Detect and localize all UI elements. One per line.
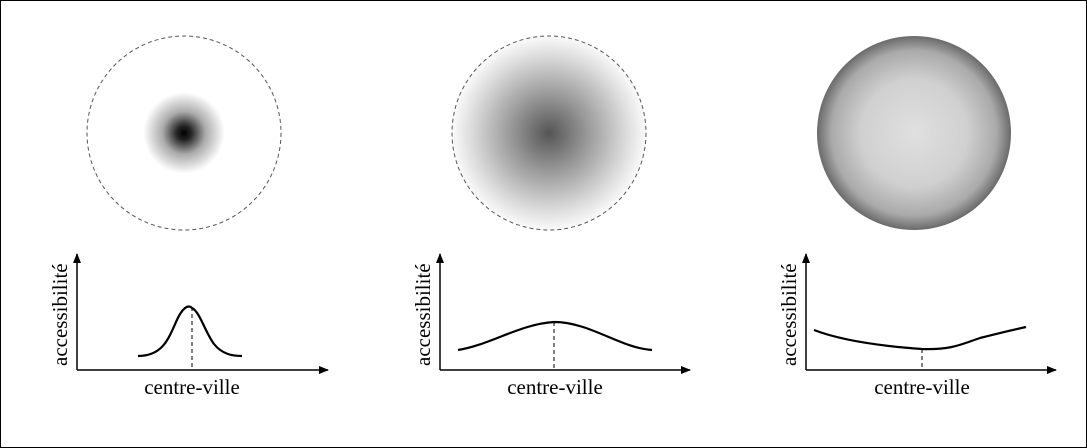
accessibility-curve-2 [457, 320, 653, 352]
profile-chart-2: accessibilité centre-ville [411, 253, 691, 399]
density-circle-3 [817, 36, 1011, 230]
y-axis-label-2: accessibilité [411, 263, 435, 366]
panel-3: accessibilité centre-ville [777, 36, 1057, 399]
profile-chart-1: accessibilité centre-ville [48, 253, 329, 399]
density-circle-2 [451, 35, 647, 231]
x-axis-label-2: centre-ville [507, 375, 603, 399]
accessibility-curve-1 [137, 305, 243, 358]
profile-chart-3: accessibilité centre-ville [777, 253, 1057, 399]
x-axis-label-3: centre-ville [874, 375, 970, 399]
y-axis-label-3: accessibilité [777, 263, 801, 366]
x-axis-label-1: centre-ville [144, 375, 240, 399]
density-circle-1 [86, 35, 282, 231]
y-axis-label-1: accessibilité [48, 263, 72, 366]
panel-1: accessibilité centre-ville [48, 35, 329, 399]
panel-2: accessibilité centre-ville [411, 35, 691, 399]
accessibility-curve-3 [813, 325, 1027, 351]
